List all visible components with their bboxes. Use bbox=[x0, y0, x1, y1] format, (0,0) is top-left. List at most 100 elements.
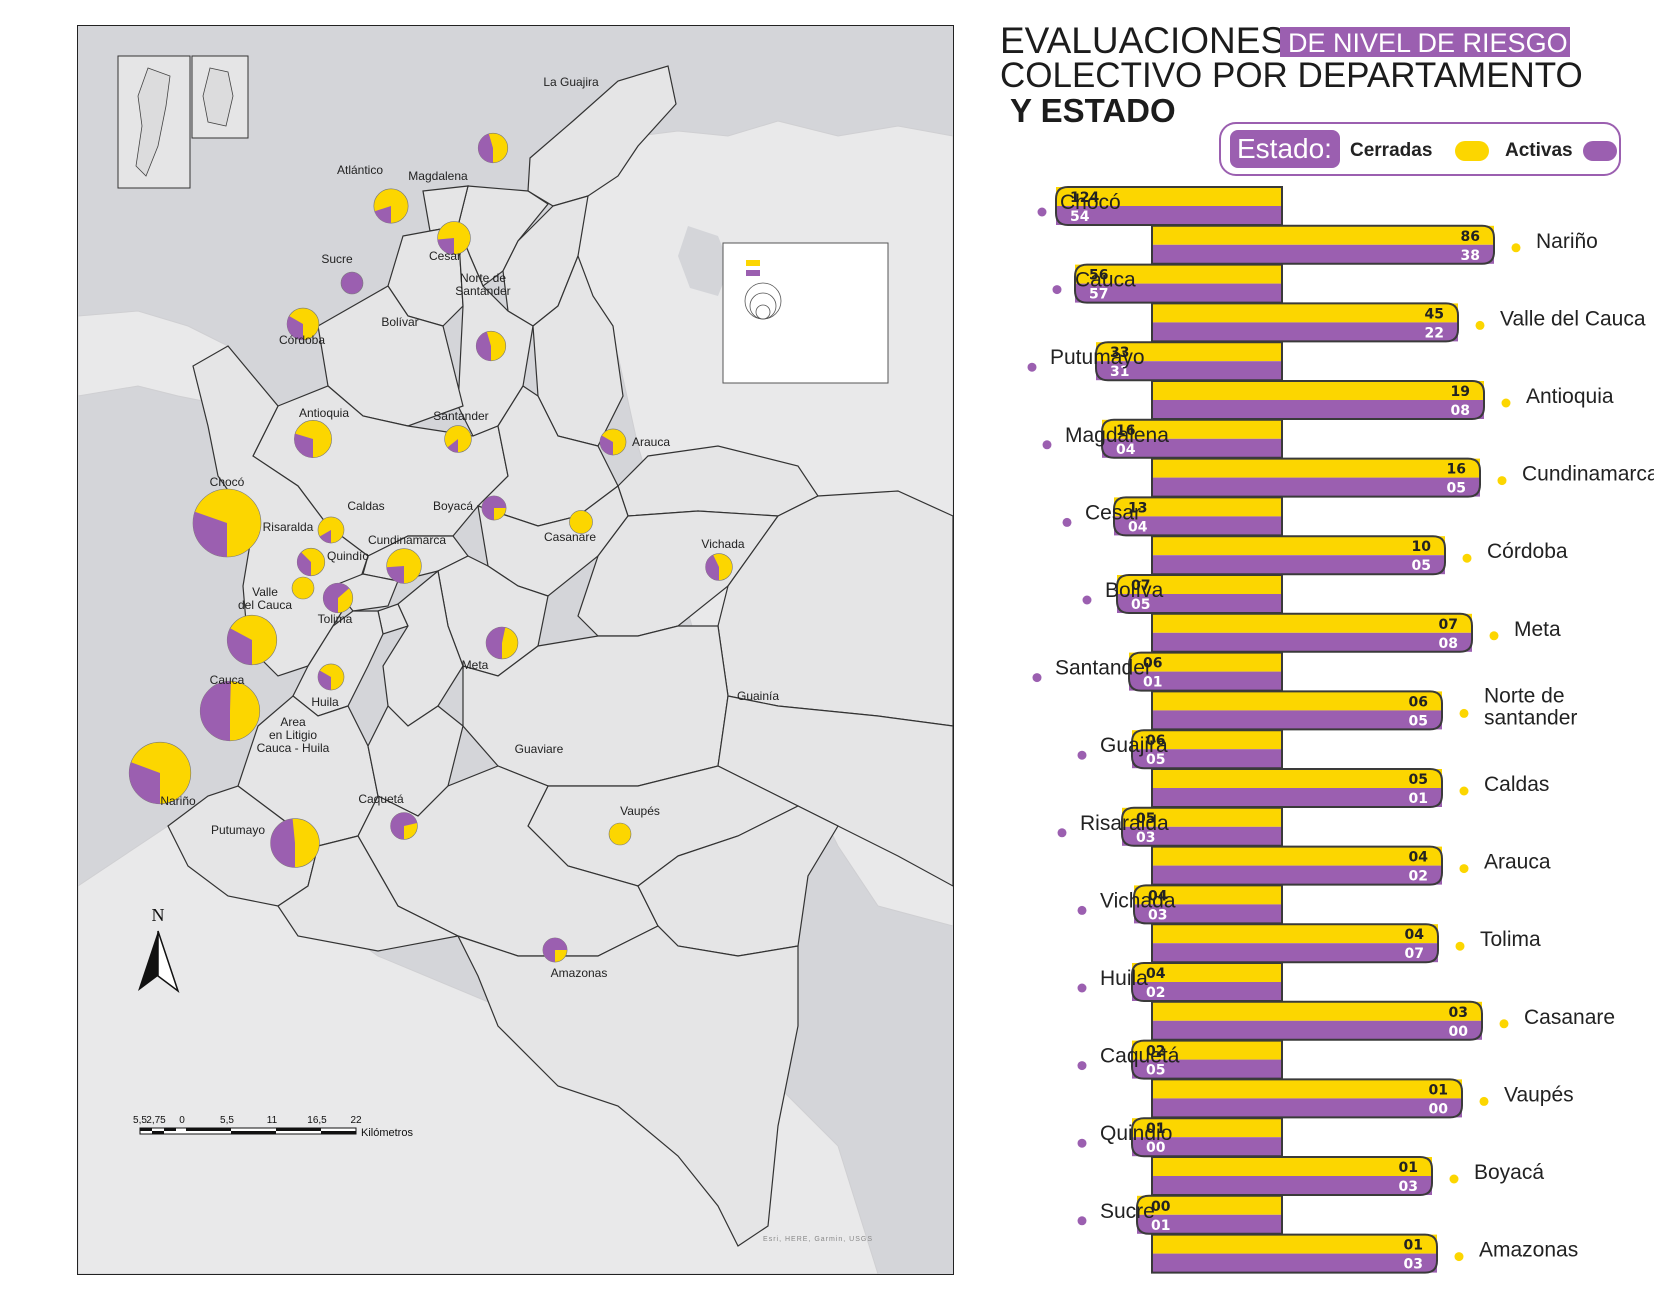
map-label-area-en-litigio-cauca-huila-line2: en Litigio bbox=[269, 728, 317, 742]
bar-dot-meta bbox=[1489, 631, 1499, 641]
bar-activas-santander bbox=[1129, 671, 1282, 691]
bar-cerradas-sucre bbox=[1137, 1195, 1282, 1215]
bar-value-cerradas-vichada: 04 bbox=[1148, 888, 1168, 904]
dept-shape-amazonas bbox=[456, 925, 799, 1247]
bar-activas-caqueta bbox=[1132, 1059, 1282, 1079]
bar-outline-putumayo bbox=[1095, 341, 1283, 382]
map-pie-norte-de-santander bbox=[475, 330, 507, 362]
bar-outline-cundinamarca bbox=[1151, 457, 1481, 498]
bar-outline-huila bbox=[1131, 962, 1283, 1002]
scale-bar-seg-6 bbox=[276, 1128, 321, 1131]
bar-cerradas-huila bbox=[1132, 963, 1282, 982]
bar-dot-valle-del-cauca bbox=[1475, 320, 1485, 330]
map-label-area-en-litigio-cauca-huila-line1: Area bbox=[280, 715, 306, 729]
map-panel: La Guajira Magdalena Atlántico Cesar Sucre No… bbox=[77, 25, 954, 1275]
map-pie-activas-risaralda bbox=[297, 552, 311, 576]
legend-cerradas-label: Cerradas bbox=[1350, 140, 1432, 161]
map-pie-activas-caldas bbox=[319, 530, 331, 544]
map-pie-cesar bbox=[437, 221, 471, 255]
bar-label-antioquia: Antioquia bbox=[1526, 385, 1614, 408]
bar-value-cerradas-putumayo: 33 bbox=[1110, 345, 1129, 361]
bar-value-activas-magdalena: 04 bbox=[1116, 442, 1136, 458]
bar-activas-meta bbox=[1152, 632, 1472, 652]
bar-value-cerradas-cesar: 13 bbox=[1128, 500, 1147, 516]
bar-cerradas-guajira bbox=[1132, 730, 1282, 750]
bar-dot-quindio bbox=[1077, 1138, 1087, 1148]
bar-dot-boliva bbox=[1082, 595, 1092, 605]
bar-outline-casanare bbox=[1151, 1000, 1483, 1041]
bar-label-amazonas: Amazonas bbox=[1479, 1239, 1578, 1262]
bar-value-activas-vichada: 03 bbox=[1148, 907, 1167, 923]
bar-cerradas-casanare bbox=[1152, 1001, 1482, 1021]
bar-value-activas-arauca: 02 bbox=[1409, 869, 1428, 885]
bar-value-cerradas-vaupes: 01 bbox=[1429, 1082, 1448, 1098]
legend-label: Estado: bbox=[1237, 133, 1332, 164]
bar-dot-choco bbox=[1037, 207, 1047, 217]
scale-unit: Kilómetros bbox=[361, 1127, 413, 1139]
bar-cerradas-cundinamarca bbox=[1152, 458, 1480, 478]
map-label-vaupes: Vaupés bbox=[620, 804, 660, 818]
bar-value-activas-risaralda: 03 bbox=[1136, 830, 1155, 846]
lake-maracaibo bbox=[678, 226, 730, 296]
bar-activas-norte-de-santander bbox=[1152, 710, 1442, 730]
map-label-atlantico: Atlántico bbox=[337, 163, 383, 177]
bar-label-sucre: Sucre bbox=[1100, 1200, 1155, 1223]
bar-cerradas-arauca bbox=[1152, 846, 1442, 866]
bar-activas-choco bbox=[1056, 206, 1282, 225]
map-pie-activas-santander bbox=[447, 439, 458, 453]
bar-dot-amazonas bbox=[1454, 1252, 1464, 1262]
map-label-valle-del-cauca-line2: del Cauca bbox=[238, 598, 292, 612]
bar-value-activas-meta: 08 bbox=[1439, 636, 1458, 652]
map-label-norte-de-santander-line2: Santander bbox=[455, 284, 510, 298]
bar-activas-magdalena bbox=[1102, 438, 1282, 458]
bar-dot-cundinamarca bbox=[1497, 476, 1507, 486]
bar-value-cerradas-boliva: 07 bbox=[1131, 578, 1150, 594]
map-label-choco: Chocó bbox=[210, 475, 245, 489]
chart-title: EVALUACIONES DE NIVEL DE RIESGO COLECTIV… bbox=[1000, 20, 1583, 129]
bar-value-cerradas-norte-de-santander: 06 bbox=[1409, 694, 1428, 710]
map-pie-activas-antioquia bbox=[294, 433, 313, 458]
map-label-quindio: Quindío bbox=[327, 549, 369, 563]
bar-row-vaupes: 01 00 Vaupés bbox=[1151, 1078, 1574, 1119]
map-label-cauca: Cauca bbox=[210, 673, 245, 687]
bar-outline-tolima bbox=[1151, 923, 1439, 964]
map-label-area-en-litigio-cauca-huila-line3: Cauca - Huila bbox=[257, 741, 330, 755]
dept-shape-putumayo bbox=[277, 835, 460, 952]
title-part2-highlight: DE NIVEL DE RIESGO bbox=[1288, 28, 1568, 58]
bar-value-cerradas-antioquia: 19 bbox=[1451, 384, 1470, 400]
bar-label-cundinamarca: Cundinamarca bbox=[1522, 463, 1654, 486]
bar-dot-tolima bbox=[1455, 941, 1465, 951]
bar-dot-norte-de-santander bbox=[1459, 708, 1469, 718]
bar-outline-antioquia bbox=[1151, 380, 1485, 420]
map-pie-activas-sucre bbox=[340, 271, 364, 295]
bar-dot-cesar bbox=[1062, 517, 1072, 527]
north-arrow-right bbox=[157, 930, 180, 994]
bar-label-santander: Santander bbox=[1055, 657, 1152, 680]
map-pie-activas-amazonas bbox=[542, 937, 568, 963]
map-label-santander: Santander bbox=[433, 409, 488, 423]
map-pie-choco bbox=[192, 488, 262, 558]
map-label-cesar: Cesar bbox=[429, 249, 461, 263]
map-pie-activas-cauca bbox=[200, 681, 231, 741]
map-pie-activas-norte-de-santander bbox=[476, 331, 491, 361]
bar-activas-cordoba bbox=[1152, 555, 1445, 575]
bar-cerradas-norte-de-santander bbox=[1152, 691, 1442, 711]
bar-value-activas-cordoba: 05 bbox=[1412, 558, 1431, 574]
map-pie-cerradas-quindio bbox=[291, 576, 315, 600]
map-pie-boyaca bbox=[481, 495, 507, 521]
map-label-cundinamarca: Cundinamarca bbox=[368, 533, 446, 547]
insets bbox=[117, 55, 249, 189]
bar-outline-vaupes bbox=[1151, 1078, 1463, 1119]
bar-cerradas-santander bbox=[1129, 652, 1282, 672]
bar-value-cerradas-caldas: 05 bbox=[1409, 772, 1428, 788]
map-label-guainia: Guainía bbox=[737, 689, 779, 703]
bar-row-cundinamarca: 16 05 Cundinamarca bbox=[1151, 457, 1654, 498]
bar-cerradas-quindio bbox=[1132, 1118, 1282, 1138]
bar-value-activas-boliva: 05 bbox=[1131, 597, 1150, 613]
